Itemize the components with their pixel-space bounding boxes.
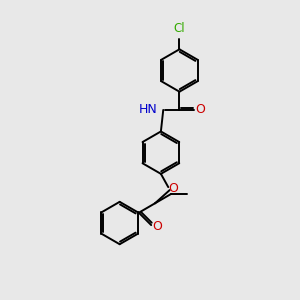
Text: HN: HN	[139, 103, 158, 116]
Text: O: O	[152, 220, 162, 233]
Text: O: O	[169, 182, 178, 195]
Text: O: O	[196, 103, 206, 116]
Text: Cl: Cl	[174, 22, 185, 35]
